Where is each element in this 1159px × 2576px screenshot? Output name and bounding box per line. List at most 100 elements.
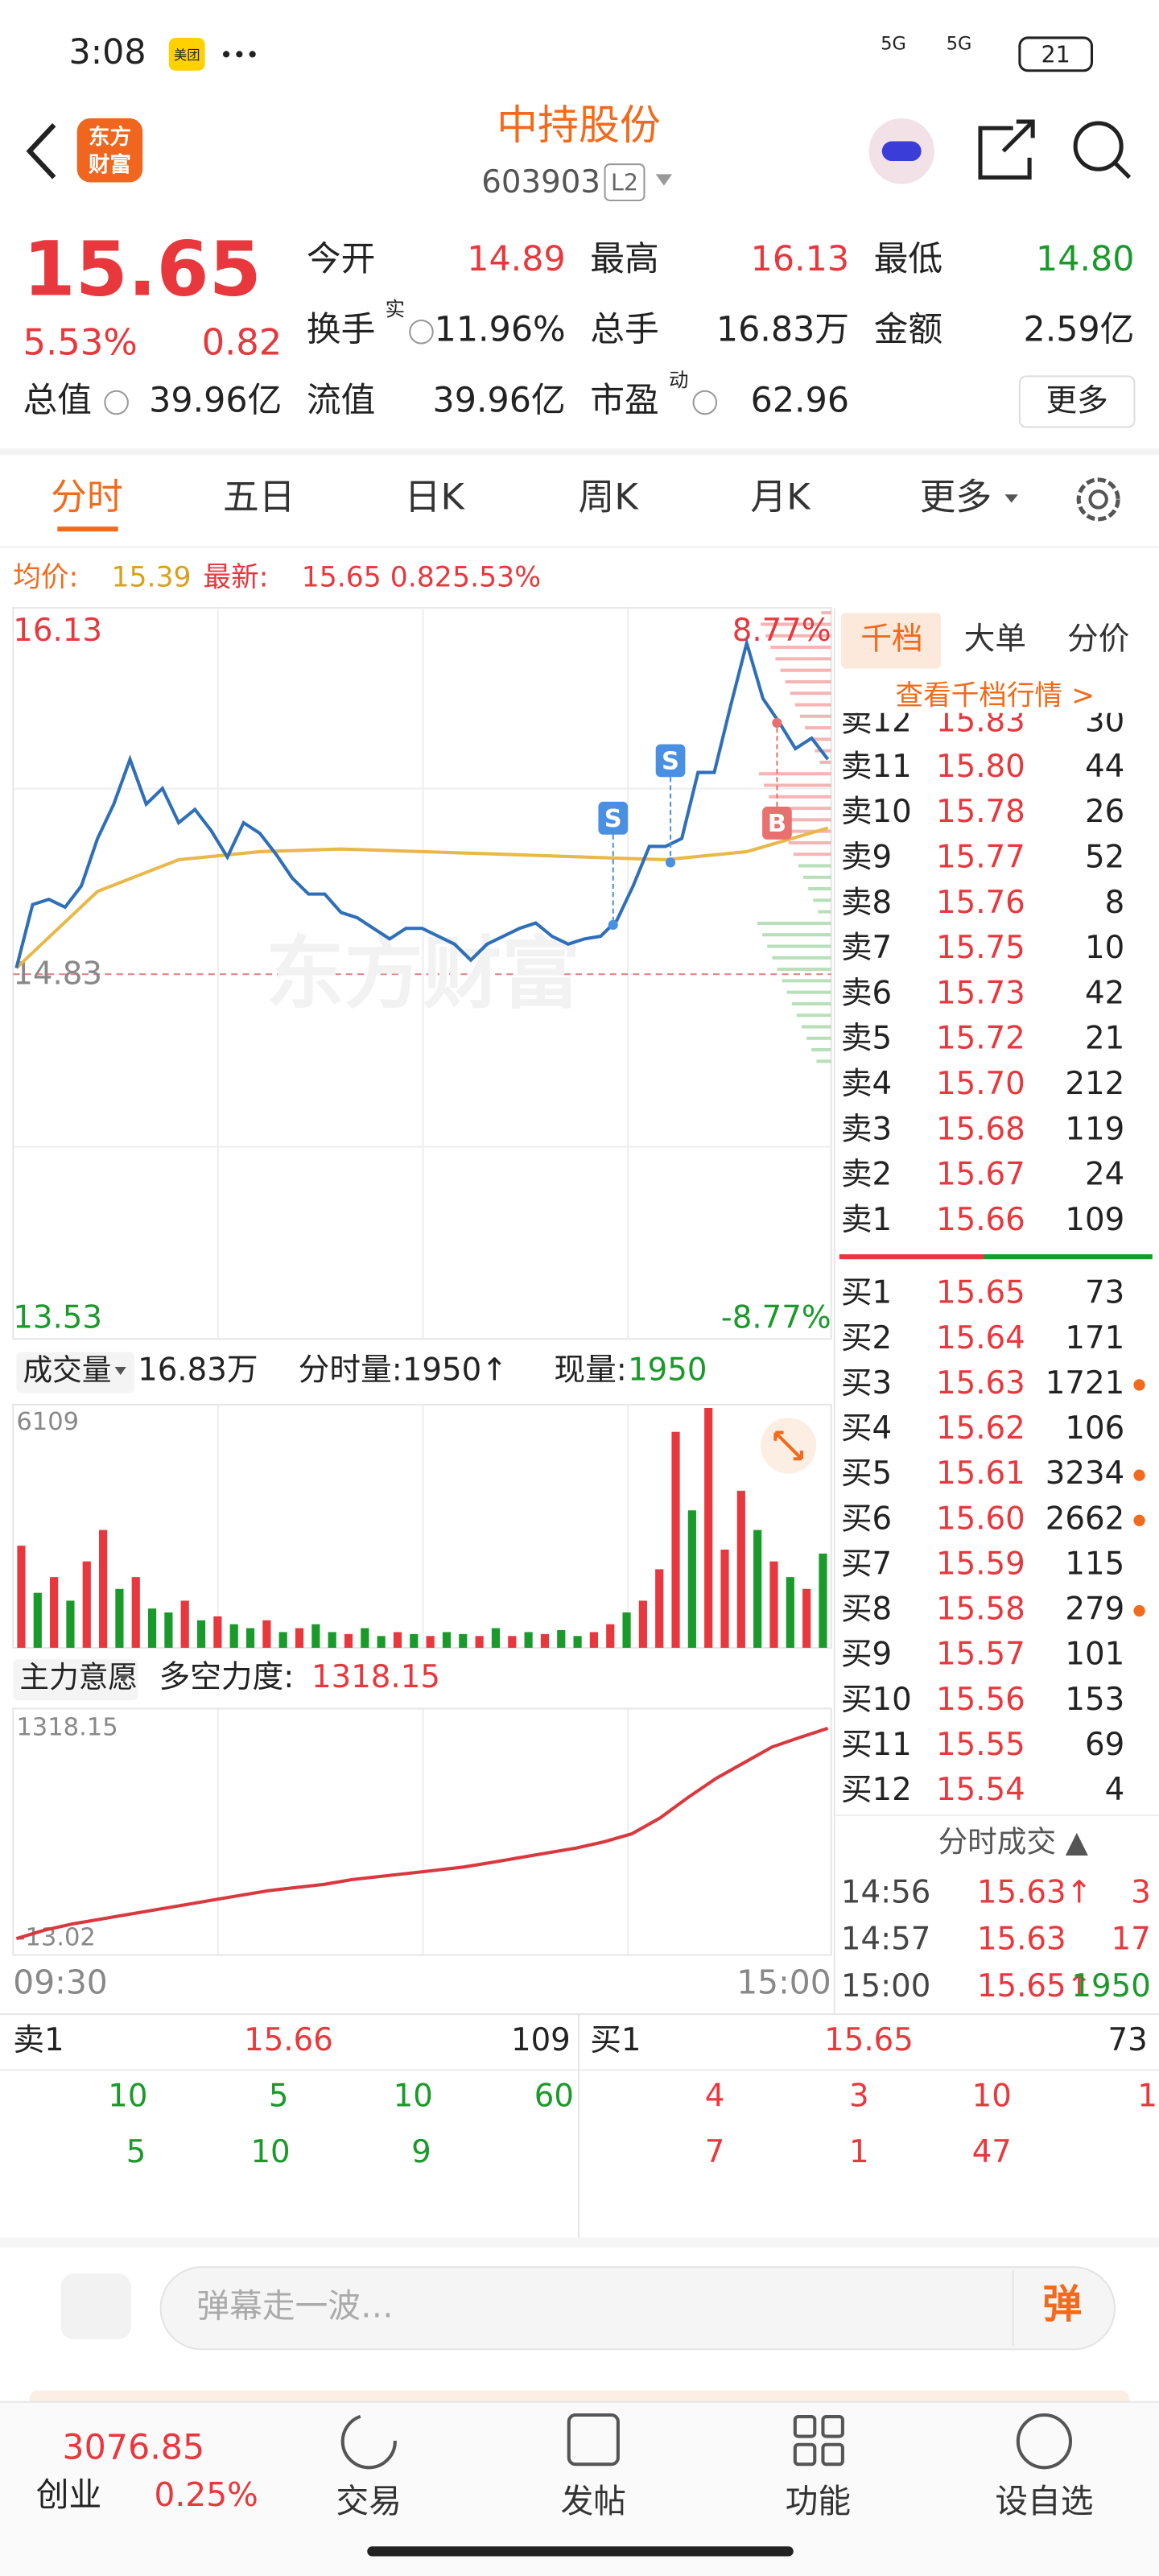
comment-input[interactable]: [159, 2266, 1116, 2351]
buy-volume: 1721: [1046, 1365, 1124, 1402]
buy-volume: 2662: [1046, 1501, 1124, 1537]
logo-text: 财富: [89, 153, 131, 178]
depth-bar: [788, 840, 831, 844]
danmaku-button[interactable]: 弹: [1042, 2281, 1082, 2327]
volume-bar: [606, 1624, 615, 1648]
annotation-box: [655, 744, 686, 778]
sell-label: 卖7: [841, 930, 892, 966]
depth-bar: [769, 795, 831, 799]
more-button[interactable]: [1018, 375, 1136, 428]
tab[interactable]: 月K: [750, 475, 811, 518]
share-button[interactable]: [978, 119, 1035, 180]
buy-label: 买5: [841, 1455, 892, 1492]
volume-bar: [524, 1632, 533, 1648]
trade-time: 14:57: [841, 1922, 930, 1958]
selector[interactable]: [16, 1352, 135, 1393]
app-icon: [168, 37, 205, 71]
sell-order: 60: [534, 2079, 574, 2115]
buy-volume: 101: [1065, 1637, 1124, 1673]
buy-price: 15.62: [936, 1410, 1025, 1447]
nav-icons: [340, 2413, 1073, 2470]
price-line: [14, 637, 830, 968]
tab[interactable]: 分时: [51, 475, 123, 518]
home-indicator: [367, 2546, 794, 2557]
nav-item[interactable]: 发帖: [561, 2482, 626, 2520]
comment-placeholder: 弹幕走一波…: [196, 2286, 393, 2325]
tab[interactable]: 周K: [579, 475, 640, 518]
book-tab[interactable]: 千档: [860, 621, 922, 657]
sell-label: 卖10: [841, 794, 912, 830]
level: L2: [611, 170, 638, 196]
sell-price: 15.77: [936, 839, 1025, 875]
tab[interactable]: 五日: [223, 475, 295, 518]
depth-bar: [757, 921, 831, 925]
depth-bar: [810, 737, 831, 741]
search-button[interactable]: [1073, 121, 1124, 171]
sell-price: 15.68: [936, 1111, 1025, 1147]
volume-bar: [295, 1628, 304, 1648]
depth-bar: [793, 852, 831, 857]
depth-bar: [790, 691, 831, 696]
settings-button[interactable]: [1076, 477, 1120, 522]
status-dots: [223, 51, 256, 58]
buy-price: 15.60: [936, 1501, 1025, 1537]
field-label: 最高: [590, 239, 659, 279]
field-label: 最低: [874, 239, 943, 279]
volume-bar: [229, 1624, 238, 1648]
more-button: 更多: [1046, 382, 1107, 419]
depth-bar: [799, 714, 831, 718]
buy-volume: 279: [1065, 1591, 1124, 1627]
nav-item[interactable]: 功能: [786, 2482, 851, 2520]
tab-active[interactable]: [840, 613, 942, 669]
volume-bar: [655, 1569, 664, 1648]
volume-bar: [66, 1600, 75, 1648]
search-button: [1113, 161, 1132, 180]
x-tick-label: 09:30: [13, 1963, 107, 2001]
volume-bar: [819, 1553, 827, 1648]
comment-list-button[interactable]: [60, 2273, 131, 2340]
nav-item[interactable]: 交易: [336, 2482, 402, 2520]
book-tab[interactable]: 分价: [1067, 621, 1129, 657]
avatar: [881, 141, 922, 161]
selector[interactable]: [13, 1659, 138, 1701]
buy-volume: 171: [1065, 1320, 1124, 1356]
y2-tick-label: -8.77%: [721, 1299, 831, 1335]
sell-rows: 卖12 15.83 30 卖11 15.80 44 卖10 15.78 26 卖9 15.77 52 卖…: [841, 703, 1124, 1238]
indicator-label: 主力意愿: [19, 1660, 138, 1695]
battery: [1018, 36, 1094, 72]
book-tab[interactable]: 大单: [964, 621, 1026, 657]
big-order-dot: [1133, 1514, 1145, 1526]
volume-bar: [573, 1636, 582, 1648]
volume-bar: [638, 1600, 647, 1648]
sell-label: 卖8: [841, 885, 892, 921]
volume-bar: [704, 1407, 713, 1648]
annotation-box: [762, 807, 792, 840]
nav-item[interactable]: 设自选: [995, 2482, 1093, 2520]
volume-bar: [753, 1530, 762, 1648]
tab[interactable]: 更多: [920, 475, 992, 518]
buy-price: 15.65: [936, 1275, 1025, 1311]
volume-bar: [410, 1633, 419, 1648]
info-icon: [104, 390, 129, 415]
y2-tick-label: 8.77%: [732, 613, 831, 649]
depth-bar: [821, 611, 831, 615]
force-line: [15, 1726, 829, 1941]
dropdown-icon[interactable]: [655, 174, 673, 186]
sell-label: 卖12: [841, 703, 912, 739]
y-tick-label: 6109: [16, 1408, 79, 1436]
volume-bar: [720, 1550, 729, 1648]
tab[interactable]: 日K: [405, 475, 466, 518]
book-link[interactable]: 查看千档行情 >: [896, 679, 1095, 712]
y-tick-label: 14.83: [13, 956, 102, 993]
back-button[interactable]: [26, 123, 56, 180]
buy-price: 15.57: [936, 1637, 1025, 1673]
field-value: 39.96亿: [433, 380, 566, 420]
volume-bar: [99, 1530, 108, 1648]
volume-bar: [557, 1629, 566, 1648]
buy-volume: 153: [1065, 1682, 1124, 1718]
trade-time: 15:00: [841, 1968, 930, 2004]
y-tick-label: 13.53: [13, 1299, 102, 1335]
volume-bar: [131, 1577, 140, 1648]
depth-bar: [803, 875, 831, 879]
